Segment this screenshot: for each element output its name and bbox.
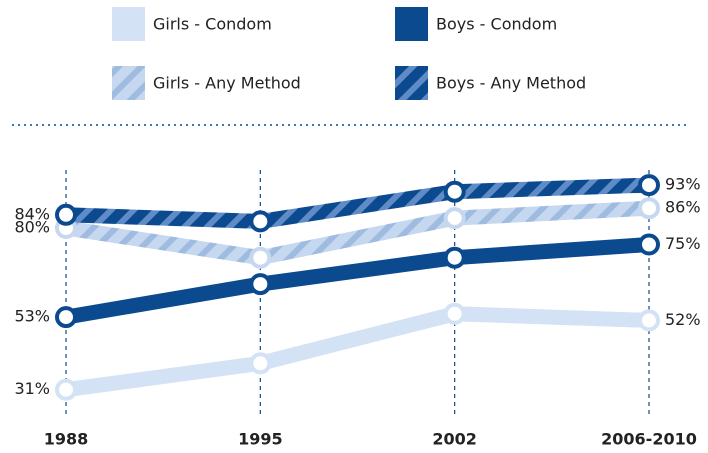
point-marker — [443, 246, 466, 269]
series-line — [64, 200, 650, 266]
legend-label: Girls - Condom — [153, 15, 272, 34]
point-marker — [55, 203, 77, 226]
x-tick-label: 1995 — [238, 430, 283, 449]
point-marker — [638, 174, 660, 197]
value-label: 93% — [665, 175, 701, 194]
value-label: 86% — [665, 198, 701, 217]
point-marker — [249, 352, 272, 375]
point-marker — [638, 233, 660, 256]
legend-swatch — [395, 66, 428, 100]
point-marker — [638, 309, 660, 332]
point-marker — [249, 273, 272, 296]
series-line — [64, 237, 650, 325]
x-tick-label: 1988 — [44, 430, 89, 449]
value-label: 84% — [14, 204, 50, 223]
point-marker — [443, 207, 466, 230]
point-marker — [443, 302, 466, 325]
legend-swatch — [395, 7, 428, 41]
value-label: 75% — [665, 234, 701, 253]
legend-swatch — [112, 7, 145, 41]
series-line — [65, 177, 650, 229]
legend-swatch — [112, 66, 145, 100]
legend-label: Boys - Condom — [436, 15, 557, 34]
value-label: 80% — [14, 218, 50, 237]
x-tick-label: 2002 — [432, 430, 477, 449]
x-tick-label: 2006-2010 — [601, 430, 697, 449]
value-label: 52% — [665, 310, 701, 329]
value-label: 53% — [14, 307, 50, 326]
point-marker — [249, 210, 272, 233]
point-marker — [55, 306, 77, 329]
point-marker — [55, 378, 77, 401]
series-line — [64, 306, 650, 398]
value-label: 31% — [14, 379, 50, 398]
point-marker — [443, 180, 466, 203]
point-marker — [638, 197, 660, 220]
legend-label: Girls - Any Method — [153, 74, 301, 93]
point-marker — [249, 246, 272, 269]
legend-label: Boys - Any Method — [436, 74, 586, 93]
